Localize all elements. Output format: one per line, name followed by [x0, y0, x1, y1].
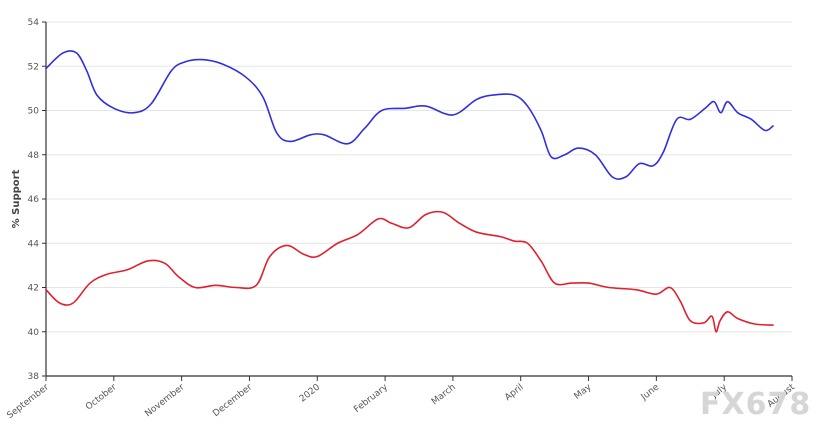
y-tick-label: 44	[28, 239, 40, 249]
x-tick-label: December	[211, 382, 254, 419]
x-tick-label: October	[84, 382, 119, 412]
y-tick-labels: 38 40 42 44 46 48 50 52 54	[28, 18, 46, 382]
gridlines	[46, 21, 792, 333]
x-tick-label: May	[573, 382, 594, 402]
x-tick-label: April	[503, 382, 525, 403]
series-line-blue	[45, 50, 774, 180]
y-tick-label: 50	[28, 107, 40, 117]
y-tick-label: 52	[28, 62, 39, 72]
x-tick-label: 2020	[298, 382, 322, 404]
x-tick-label: March	[430, 382, 458, 407]
y-tick-label: 46	[28, 195, 40, 205]
y-tick-label: 54	[28, 18, 40, 28]
series-lines	[45, 50, 774, 333]
y-tick-label: 38	[28, 372, 40, 382]
y-tick-label: 40	[28, 328, 40, 338]
watermark-logo: FX678	[700, 387, 811, 422]
x-tick-label: September	[5, 382, 51, 421]
x-tick-label: November	[143, 382, 186, 419]
x-tick-labels: September October November December 2020 Febr…	[5, 376, 797, 421]
series-line-red	[45, 210, 774, 333]
x-tick-label: June	[639, 382, 662, 403]
y-axis-title: % Support	[11, 169, 22, 228]
y-tick-label: 42	[28, 284, 39, 294]
x-tick-label: February	[352, 382, 390, 415]
y-tick-label: 48	[28, 151, 40, 161]
